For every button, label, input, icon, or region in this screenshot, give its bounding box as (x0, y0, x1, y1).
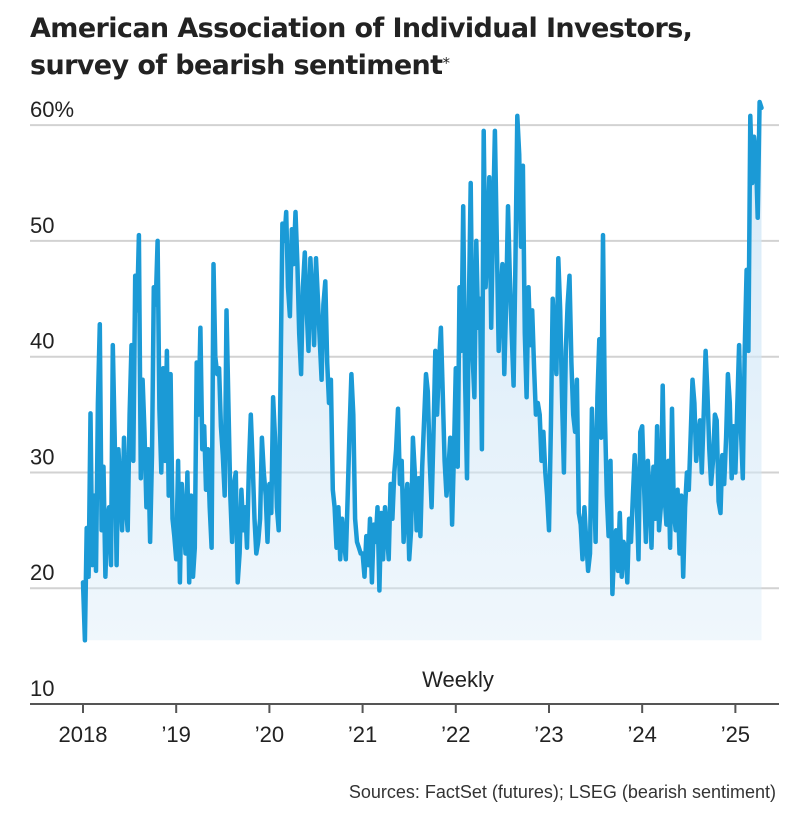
series-area-fill (83, 102, 762, 641)
x-tick-label: ’21 (348, 722, 377, 747)
y-tick-label: 60% (30, 97, 74, 122)
y-tick-label: 10 (30, 676, 54, 701)
x-tick-label: ’25 (721, 722, 750, 747)
chart-title: American Association of Individual Inves… (30, 10, 693, 84)
x-tick-label: 2018 (59, 722, 108, 747)
series-line-bearish-sentiment (80, 99, 764, 643)
y-tick-label: 30 (30, 444, 54, 469)
x-tick-label: ’23 (534, 722, 563, 747)
x-tick-label: ’24 (628, 722, 657, 747)
chart-title-line1: American Association of Individual Inves… (30, 13, 693, 44)
x-tick-label: ’22 (441, 722, 470, 747)
y-tick-label: 50 (30, 213, 54, 238)
x-tick-label: ’20 (255, 722, 284, 747)
x-tick-label: ’19 (162, 722, 191, 747)
weekly-annotation: Weekly (422, 667, 494, 692)
source-note: Sources: FactSet (futures); LSEG (bearis… (348, 782, 776, 802)
title-footnote-marker: * (442, 54, 450, 72)
y-tick-label: 20 (30, 560, 54, 585)
chart-title-line2: survey of bearish sentiment (30, 50, 443, 81)
y-tick-label: 40 (30, 329, 54, 354)
